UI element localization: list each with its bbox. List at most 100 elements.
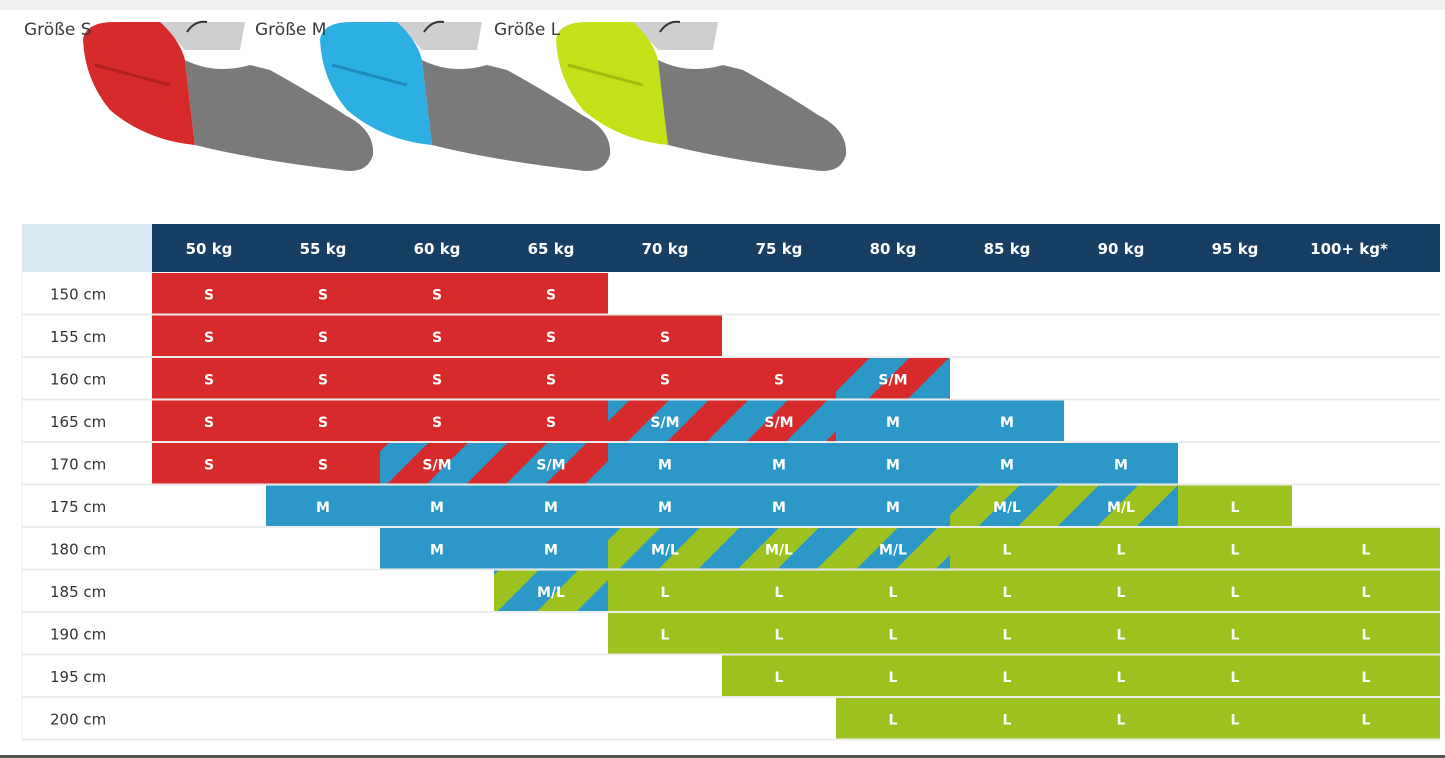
size-cell-label: L [1362, 542, 1371, 558]
size-cell-label: S [432, 330, 442, 346]
size-cell [836, 570, 950, 611]
size-cell [1292, 528, 1440, 569]
size-cell [152, 358, 266, 399]
size-cell [950, 443, 1064, 484]
column-header: 85 kg [984, 240, 1031, 258]
size-cell [722, 443, 836, 484]
size-cell [1178, 485, 1292, 526]
size-cell-label: S [432, 415, 442, 431]
size-cell-label: L [889, 712, 898, 728]
size-cell [722, 570, 836, 611]
size-cell [1292, 613, 1440, 654]
size-cell-label: M [886, 500, 900, 516]
size-cell-label: M [544, 500, 558, 516]
size-cell-label: M [886, 457, 900, 473]
size-cell [1178, 655, 1292, 696]
size-cell-label: M [430, 542, 444, 558]
size-cell [1178, 613, 1292, 654]
size-cell-label: L [1231, 627, 1240, 643]
size-cell-label: M [772, 500, 786, 516]
size-cell-label: L [1231, 670, 1240, 686]
size-cell [1064, 570, 1178, 611]
size-cell-label: L [1003, 585, 1012, 601]
size-cell-label: M [316, 500, 330, 516]
size-cell [722, 358, 836, 399]
size-cell [494, 358, 608, 399]
size-cell [494, 400, 608, 441]
row-label: 200 cm [50, 710, 106, 728]
size-cell [1064, 655, 1178, 696]
size-cell-label: M [658, 500, 672, 516]
size-cell-label: S [546, 372, 556, 388]
size-cell [266, 443, 380, 484]
size-cell-label: L [1362, 585, 1371, 601]
size-cell-label: L [1117, 585, 1126, 601]
size-cell-label: S [318, 372, 328, 388]
size-cell [608, 485, 722, 526]
size-cell-label: M [430, 500, 444, 516]
size-cell [950, 485, 1064, 526]
size-cell-label: M/L [879, 542, 907, 558]
size-cell [1292, 698, 1440, 739]
size-cell [608, 570, 722, 611]
size-cell-label: M/L [765, 542, 793, 558]
size-cell [608, 528, 722, 569]
row-label: 150 cm [50, 285, 106, 303]
harness-shell [83, 22, 195, 145]
size-cell-label: S/M [536, 457, 565, 473]
size-cell-label: L [1117, 542, 1126, 558]
size-cell [380, 273, 494, 314]
size-cell [608, 443, 722, 484]
size-cell-label: L [775, 670, 784, 686]
harness-shell [556, 22, 668, 145]
row-label: 195 cm [50, 668, 106, 686]
size-cell-label: M [886, 415, 900, 431]
size-cell [950, 570, 1064, 611]
row-label: 175 cm [50, 498, 106, 516]
size-cell-label: L [1231, 500, 1240, 516]
size-cell [722, 613, 836, 654]
size-cell-label: L [1117, 712, 1126, 728]
size-cell-label: L [1003, 712, 1012, 728]
size-cell [950, 613, 1064, 654]
size-cell [494, 443, 608, 484]
size-cell-label: L [1362, 670, 1371, 686]
size-cell-label: L [1231, 542, 1240, 558]
size-cell-label: S [204, 457, 214, 473]
bottom-divider [0, 755, 1445, 758]
size-cell [722, 485, 836, 526]
size-cell-label: S [660, 372, 670, 388]
size-cell [1064, 443, 1178, 484]
size-cell-label: L [1362, 712, 1371, 728]
size-cell [950, 698, 1064, 739]
size-cell-label: M/L [651, 542, 679, 558]
size-cell [1178, 528, 1292, 569]
size-cell [1292, 655, 1440, 696]
column-header: 90 kg [1098, 240, 1145, 258]
size-cell-label: L [1003, 670, 1012, 686]
harness-shell [320, 22, 432, 145]
size-cell-label: S [204, 330, 214, 346]
size-cell-label: M [544, 542, 558, 558]
size-label-m: Größe M [255, 20, 327, 40]
harness-image-l [548, 10, 908, 180]
size-cell-label: M [1114, 457, 1128, 473]
column-header: 95 kg [1212, 240, 1259, 258]
size-cell [836, 358, 950, 399]
size-cell-label: M [1000, 415, 1014, 431]
size-cell [1292, 570, 1440, 611]
size-cell [836, 528, 950, 569]
size-cell-label: S [318, 330, 328, 346]
size-label-l: Größe L [494, 20, 561, 40]
size-cell-label: S [204, 287, 214, 303]
size-cell-label: S/M [422, 457, 451, 473]
size-cell [152, 315, 266, 356]
size-cell [380, 358, 494, 399]
size-cell-label: L [1231, 712, 1240, 728]
size-cell-label: S [432, 372, 442, 388]
size-cell-label: L [775, 585, 784, 601]
harness-image-s [75, 10, 435, 180]
size-cell [722, 400, 836, 441]
size-cell-label: L [1003, 627, 1012, 643]
